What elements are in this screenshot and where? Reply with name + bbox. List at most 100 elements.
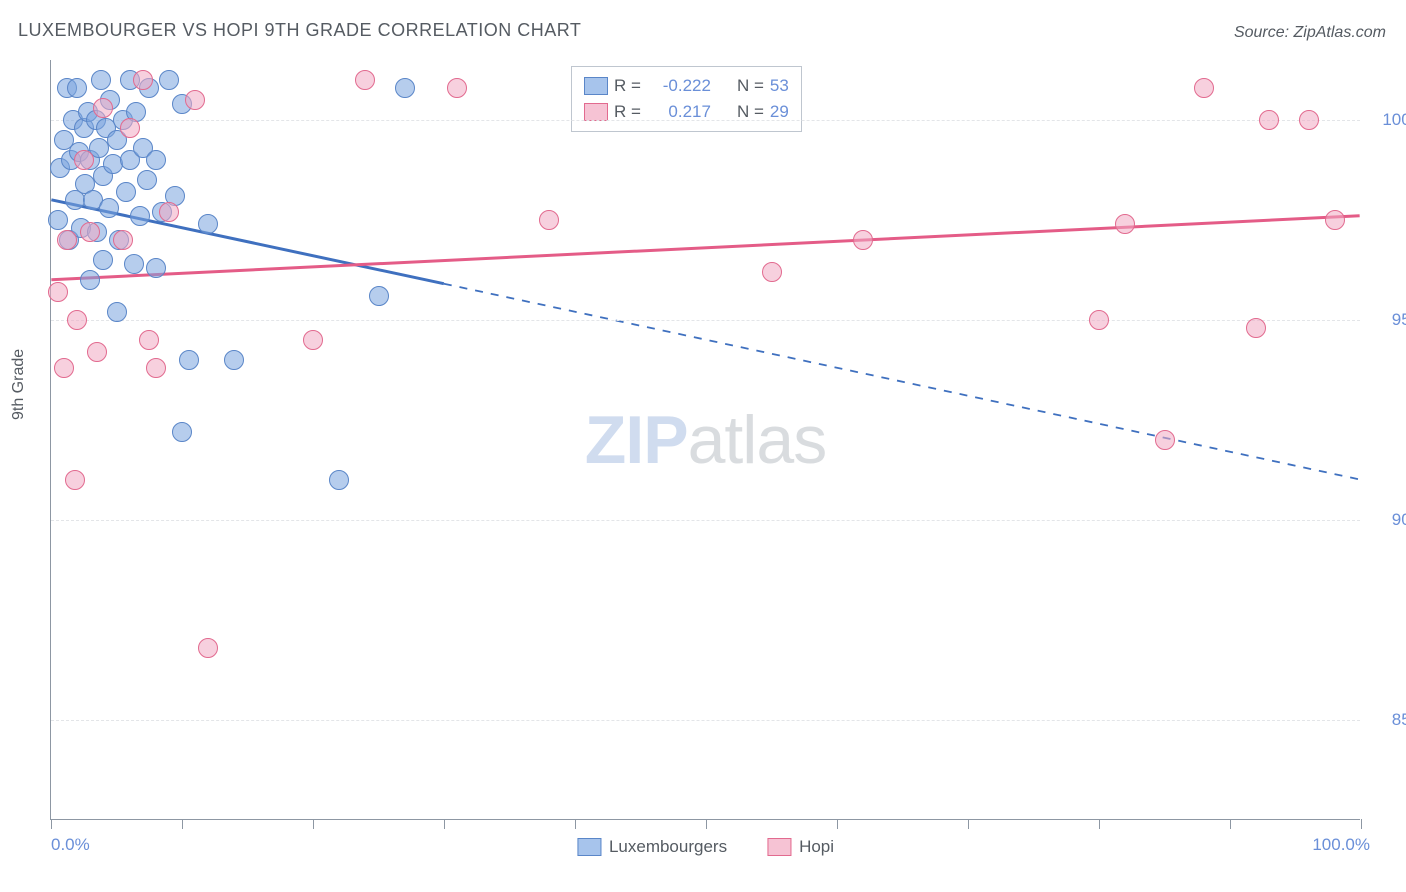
series-legend-label: Luxembourgers: [609, 837, 727, 857]
trend-line: [51, 216, 1359, 280]
scatter-point: [185, 90, 205, 110]
y-gridline: [51, 120, 1360, 121]
scatter-point: [1089, 310, 1109, 330]
x-tick: [575, 819, 576, 829]
scatter-point: [91, 70, 111, 90]
scatter-point: [67, 78, 87, 98]
legend-swatch: [584, 77, 608, 95]
legend-r-label: R =: [614, 102, 641, 122]
x-tick: [1099, 819, 1100, 829]
scatter-point: [369, 286, 389, 306]
legend-r-value: -0.222: [647, 76, 711, 96]
x-tick: [1361, 819, 1362, 829]
stats-legend-row: R = 0.217 N = 29: [584, 99, 789, 125]
scatter-point: [303, 330, 323, 350]
legend-n-value: 53: [770, 76, 789, 96]
legend-swatch: [584, 103, 608, 121]
y-gridline: [51, 320, 1360, 321]
scatter-point: [124, 254, 144, 274]
chart-title: LUXEMBOURGER VS HOPI 9TH GRADE CORRELATI…: [18, 20, 581, 41]
scatter-point: [133, 70, 153, 90]
scatter-point: [120, 118, 140, 138]
watermark: ZIPatlas: [585, 401, 826, 479]
plot-area: ZIPatlas R = -0.222 N = 53 R = 0.217 N =…: [50, 60, 1360, 820]
series-legend-item: Luxembourgers: [577, 837, 727, 857]
x-tick: [837, 819, 838, 829]
trend-line-extrapolated: [444, 284, 1360, 480]
y-axis-label: 9th Grade: [10, 349, 28, 420]
scatter-point: [172, 422, 192, 442]
scatter-point: [48, 210, 68, 230]
scatter-point: [93, 250, 113, 270]
scatter-point: [159, 202, 179, 222]
x-tick: [313, 819, 314, 829]
legend-swatch: [577, 838, 601, 856]
x-tick-label: 100.0%: [1312, 835, 1370, 855]
scatter-point: [1259, 110, 1279, 130]
scatter-point: [146, 358, 166, 378]
scatter-point: [67, 310, 87, 330]
y-tick-label: 95.0%: [1370, 310, 1406, 330]
series-legend-label: Hopi: [799, 837, 834, 857]
x-tick: [51, 819, 52, 829]
scatter-point: [1246, 318, 1266, 338]
scatter-point: [447, 78, 467, 98]
scatter-point: [1299, 110, 1319, 130]
scatter-point: [198, 214, 218, 234]
scatter-point: [137, 170, 157, 190]
scatter-point: [80, 270, 100, 290]
scatter-point: [80, 222, 100, 242]
legend-n-label: N =: [737, 102, 764, 122]
scatter-point: [853, 230, 873, 250]
legend-n-label: N =: [737, 76, 764, 96]
x-tick: [706, 819, 707, 829]
x-tick: [444, 819, 445, 829]
scatter-point: [539, 210, 559, 230]
scatter-point: [116, 182, 136, 202]
y-tick-label: 90.0%: [1370, 510, 1406, 530]
scatter-point: [107, 302, 127, 322]
scatter-point: [1115, 214, 1135, 234]
scatter-point: [65, 470, 85, 490]
scatter-point: [395, 78, 415, 98]
x-tick: [1230, 819, 1231, 829]
scatter-point: [179, 350, 199, 370]
legend-swatch: [767, 838, 791, 856]
x-tick: [182, 819, 183, 829]
stats-legend: R = -0.222 N = 53 R = 0.217 N = 29: [571, 66, 802, 132]
scatter-point: [54, 358, 74, 378]
legend-r-label: R =: [614, 76, 641, 96]
scatter-point: [146, 258, 166, 278]
stats-legend-row: R = -0.222 N = 53: [584, 73, 789, 99]
series-legend-item: Hopi: [767, 837, 834, 857]
scatter-point: [99, 198, 119, 218]
scatter-point: [113, 230, 133, 250]
scatter-point: [93, 98, 113, 118]
watermark-zip: ZIP: [585, 402, 688, 478]
y-tick-label: 85.0%: [1370, 710, 1406, 730]
scatter-point: [57, 230, 77, 250]
scatter-point: [329, 470, 349, 490]
scatter-point: [762, 262, 782, 282]
scatter-point: [1155, 430, 1175, 450]
scatter-point: [74, 150, 94, 170]
legend-n-value: 29: [770, 102, 789, 122]
scatter-point: [139, 330, 159, 350]
x-tick-label: 0.0%: [51, 835, 90, 855]
x-tick: [968, 819, 969, 829]
y-gridline: [51, 720, 1360, 721]
scatter-point: [224, 350, 244, 370]
scatter-point: [87, 342, 107, 362]
scatter-point: [355, 70, 375, 90]
scatter-point: [130, 206, 150, 226]
watermark-atlas: atlas: [688, 402, 827, 478]
scatter-point: [1325, 210, 1345, 230]
scatter-point: [146, 150, 166, 170]
scatter-point: [48, 282, 68, 302]
source-attribution: Source: ZipAtlas.com: [1234, 24, 1386, 42]
scatter-point: [159, 70, 179, 90]
series-legend: Luxembourgers Hopi: [577, 837, 834, 857]
y-gridline: [51, 520, 1360, 521]
scatter-point: [1194, 78, 1214, 98]
y-tick-label: 100.0%: [1370, 110, 1406, 130]
